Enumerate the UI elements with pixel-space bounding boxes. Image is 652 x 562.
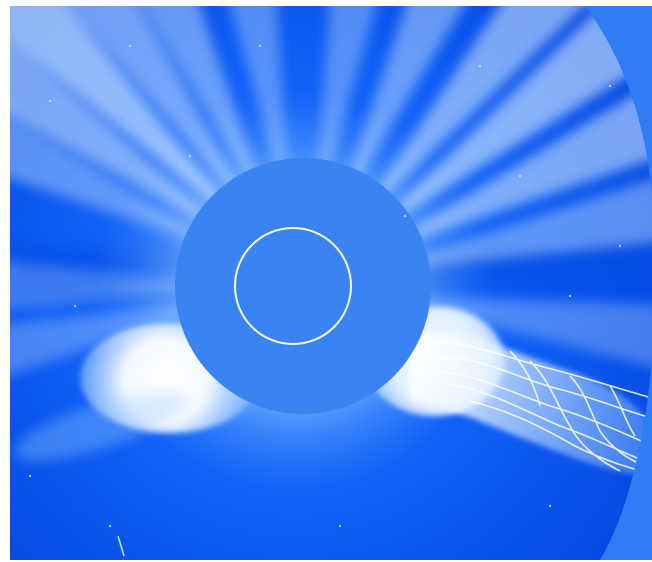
left-ray	[14, 391, 186, 461]
streamer-ray	[10, 39, 208, 222]
star-speck	[618, 244, 622, 248]
star-speck	[28, 474, 32, 478]
cme-strand	[509, 350, 541, 407]
outer-corner	[585, 6, 652, 560]
cme-strand	[439, 370, 652, 447]
streamer-ray	[10, 305, 187, 375]
streamer-ray	[142, 6, 258, 180]
star-specks	[28, 44, 622, 557]
streamer-ray	[409, 83, 652, 241]
streamer-ray	[229, 6, 288, 169]
cme-strand	[419, 342, 652, 399]
star-speck	[403, 214, 407, 218]
streamer-ray	[10, 6, 223, 206]
streamer-ray	[318, 6, 377, 169]
streamer-ray	[68, 6, 239, 191]
cme-strand	[449, 383, 652, 465]
star-speck	[478, 64, 482, 68]
streamer-ray	[10, 117, 197, 241]
sun-outline-circle	[234, 227, 352, 345]
star-speck	[48, 99, 52, 103]
cme-strand	[469, 400, 652, 475]
star-speck	[258, 44, 262, 48]
cosmic-ray-streak	[117, 535, 125, 557]
cme-strand	[609, 385, 636, 437]
streamer-ray	[394, 6, 652, 217]
star-speck	[568, 294, 572, 298]
cme-strands	[419, 342, 652, 475]
streamer-ray	[375, 6, 584, 198]
cme-strand	[529, 360, 621, 472]
cme-plume	[410, 333, 652, 476]
star-speck	[338, 524, 342, 528]
streamer-ray	[420, 297, 652, 367]
star-speck	[108, 524, 112, 528]
coronagraph-canvas	[10, 6, 652, 560]
coronagraph-image	[10, 6, 652, 560]
streamer-ray	[10, 261, 184, 311]
star-speck	[608, 84, 612, 88]
coronal-streamers	[10, 6, 652, 375]
star-speck	[188, 154, 192, 158]
streamer-ray	[419, 179, 652, 267]
streamer-ray	[348, 6, 464, 180]
occulting-disk	[175, 158, 431, 414]
star-speck	[548, 504, 552, 508]
star-speck	[518, 174, 522, 178]
cme-strand	[429, 356, 652, 419]
cme-strand	[569, 375, 646, 467]
star-speck	[128, 44, 132, 48]
star-speck	[73, 304, 77, 308]
